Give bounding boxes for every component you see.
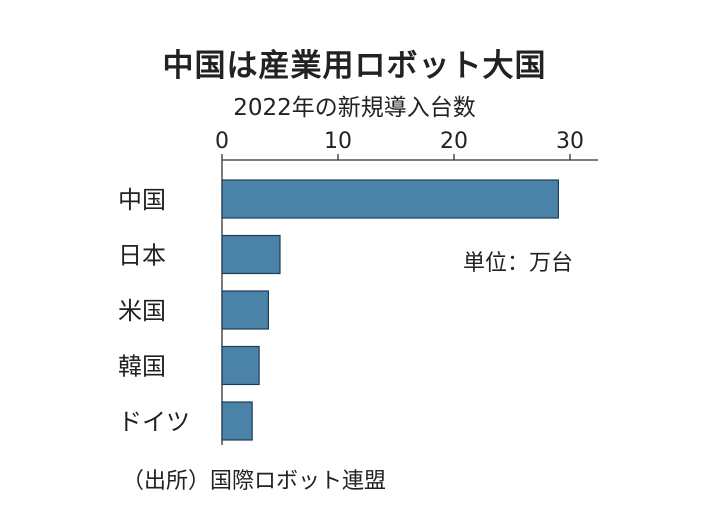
x-tick-label: 10 <box>324 129 352 154</box>
bar <box>221 401 253 441</box>
category-label: 中国 <box>118 186 166 214</box>
x-tick-label: 30 <box>556 129 584 154</box>
bar <box>221 345 260 386</box>
category-label: 米国 <box>118 297 166 325</box>
source-note: （出所）国際ロボット連盟 <box>122 469 387 494</box>
unit-note: 単位：万台 <box>463 251 574 276</box>
bar <box>221 290 270 330</box>
bar <box>221 234 281 275</box>
chart-title: 中国は産業用ロボット大国 <box>162 48 547 84</box>
category-label: ドイツ <box>118 408 190 436</box>
bar <box>221 179 559 219</box>
x-tick-label: 0 <box>215 129 229 154</box>
chart-subtitle: 2022年の新規導入台数 <box>233 95 476 121</box>
x-tick-label: 20 <box>440 129 468 154</box>
category-label: 韓国 <box>118 353 166 381</box>
category-label: 日本 <box>118 242 166 270</box>
